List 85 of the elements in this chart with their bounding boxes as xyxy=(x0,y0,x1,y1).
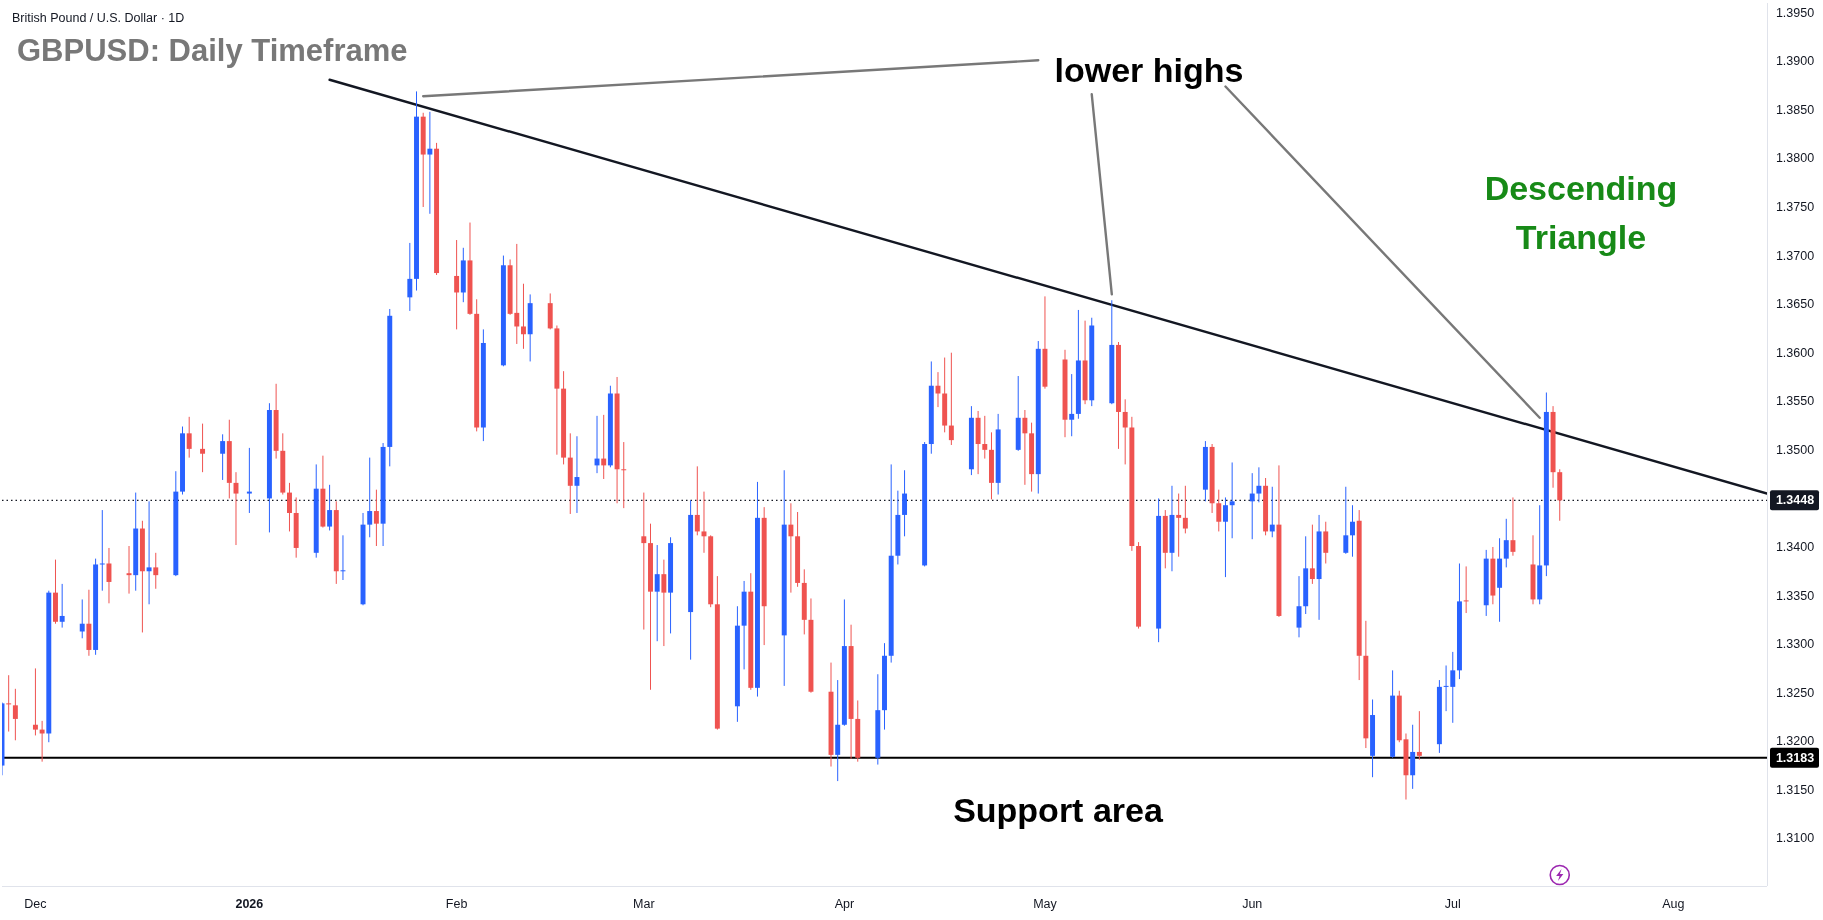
x-tick-label: 2026 xyxy=(235,897,264,911)
candlestick xyxy=(32,667,38,736)
x-tick-label: May xyxy=(1033,897,1058,911)
candlestick xyxy=(200,423,206,473)
candlestick xyxy=(99,509,105,592)
x-tick-label: Jun xyxy=(1242,897,1263,911)
candlestick xyxy=(367,457,373,538)
candlestick xyxy=(59,583,65,629)
candlestick xyxy=(79,598,85,639)
annotation: Descending Triangle xyxy=(1484,168,1678,256)
candlestick xyxy=(373,489,379,547)
candlestick xyxy=(220,433,226,481)
candlestick xyxy=(654,544,660,642)
candlestick xyxy=(106,547,112,604)
candlestick xyxy=(1510,496,1516,557)
candlestick xyxy=(153,552,159,590)
x-tick-label: Aug xyxy=(1662,897,1685,911)
y-tick-label: 1.3350 xyxy=(1775,588,1815,603)
candlestick xyxy=(427,111,433,215)
candlestick xyxy=(1410,724,1416,790)
candlestick xyxy=(1182,485,1188,534)
candlestick xyxy=(1222,496,1228,578)
text: GBPUSD: Daily Timeframe xyxy=(17,33,408,68)
x-tick-label: Mar xyxy=(633,897,655,911)
candlestick xyxy=(186,416,192,459)
candlestick xyxy=(1309,524,1315,585)
y-tick-label: 1.3150 xyxy=(1775,782,1815,797)
y-tick-label: 1.3550 xyxy=(1775,394,1815,409)
candlestick xyxy=(6,674,12,733)
candlestick xyxy=(126,545,132,595)
y-tick-label: 1.3900 xyxy=(1775,54,1815,69)
candlestick xyxy=(407,242,413,312)
y-tick-label: 1.3850 xyxy=(1775,102,1815,117)
candlestick xyxy=(902,469,908,537)
x-tick-label: Apr xyxy=(834,897,855,911)
candlestick xyxy=(641,492,647,631)
candlestick xyxy=(1249,472,1255,540)
candlestick xyxy=(1463,565,1469,614)
candlestick xyxy=(574,435,580,514)
candlestick xyxy=(948,352,954,446)
candlestick xyxy=(788,502,794,594)
candlestick xyxy=(1256,466,1262,503)
y-tick-label: 1.3750 xyxy=(1775,199,1815,214)
ref-line-label: 1.3448 xyxy=(1775,493,1815,508)
candlestick xyxy=(1069,373,1075,437)
candlestick xyxy=(340,534,346,581)
candlestick xyxy=(1350,504,1355,558)
candlestick xyxy=(1122,398,1128,465)
candlestick xyxy=(12,688,18,741)
y-tick-label: 1.3500 xyxy=(1775,442,1815,457)
annotation: Support area xyxy=(953,791,1164,829)
candlestick xyxy=(982,415,988,460)
candlestick xyxy=(146,500,152,605)
y-tick-label: 1.3700 xyxy=(1775,248,1815,263)
candlestick xyxy=(1176,493,1182,558)
annotation: lower highs xyxy=(1054,51,1244,89)
y-tick-label: 1.3650 xyxy=(1775,297,1815,312)
y-tick-label: 1.3600 xyxy=(1775,345,1815,360)
candlestick xyxy=(1216,489,1222,532)
text: British Pound / U.S. Dollar · 1D xyxy=(12,11,185,25)
candlestick xyxy=(621,441,627,509)
x-tick-label: Dec xyxy=(24,897,47,911)
candlestick xyxy=(327,484,333,531)
y-tick-label: 1.3200 xyxy=(1775,734,1815,749)
candlestick xyxy=(1416,710,1422,761)
y-tick-label: 1.3950 xyxy=(1775,5,1815,20)
candlestick xyxy=(1323,521,1329,564)
x-tick-label: Jul xyxy=(1444,897,1461,911)
y-tick-label: 1.3250 xyxy=(1775,685,1815,700)
y-tick-label: 1.3400 xyxy=(1775,539,1815,554)
candlestick xyxy=(1229,461,1235,539)
candlestick xyxy=(694,465,700,536)
candlestick xyxy=(1343,486,1349,555)
y-tick-label: 1.3100 xyxy=(1775,831,1815,846)
y-tick-label: 1.3800 xyxy=(1775,151,1815,166)
candlestick xyxy=(454,239,460,330)
y-tick-label: 1.3300 xyxy=(1775,637,1815,652)
candlestick xyxy=(246,447,252,514)
candlestick xyxy=(1503,518,1509,568)
candlestick xyxy=(661,559,667,647)
x-tick-label: Feb xyxy=(445,897,468,911)
candlestick xyxy=(521,283,526,350)
ref-line-label: 1.3183 xyxy=(1775,750,1815,765)
candlestick xyxy=(1022,409,1028,486)
candlestick xyxy=(287,482,292,532)
